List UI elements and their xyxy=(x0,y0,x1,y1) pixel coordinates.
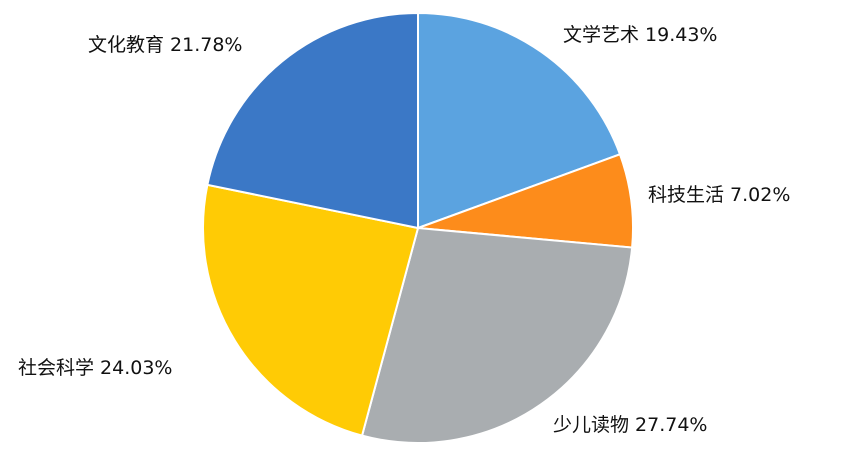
category-name: 文化教育 xyxy=(88,34,164,56)
slice-label: 科技生活 7.02% xyxy=(648,184,790,206)
category-name: 社会科学 xyxy=(18,357,94,379)
category-name: 科技生活 xyxy=(648,184,724,206)
slice-label: 文化教育 21.78% xyxy=(88,34,242,56)
value-label: 24.03% xyxy=(100,357,172,379)
value-label: 27.74% xyxy=(635,414,707,436)
value-label: 7.02% xyxy=(730,184,790,206)
pie-slice xyxy=(206,11,419,230)
pie-slice xyxy=(417,11,622,230)
slice-label: 文学艺术 19.43% xyxy=(563,24,717,46)
pie-slice xyxy=(360,226,634,444)
pie-slice xyxy=(202,183,420,437)
value-label: 19.43% xyxy=(645,24,717,46)
value-label: 21.78% xyxy=(170,34,242,56)
slice-label: 社会科学 24.03% xyxy=(18,357,172,379)
slice-label: 少儿读物 27.74% xyxy=(553,414,707,436)
category-name: 少儿读物 xyxy=(553,414,629,436)
category-name: 文学艺术 xyxy=(563,24,639,46)
